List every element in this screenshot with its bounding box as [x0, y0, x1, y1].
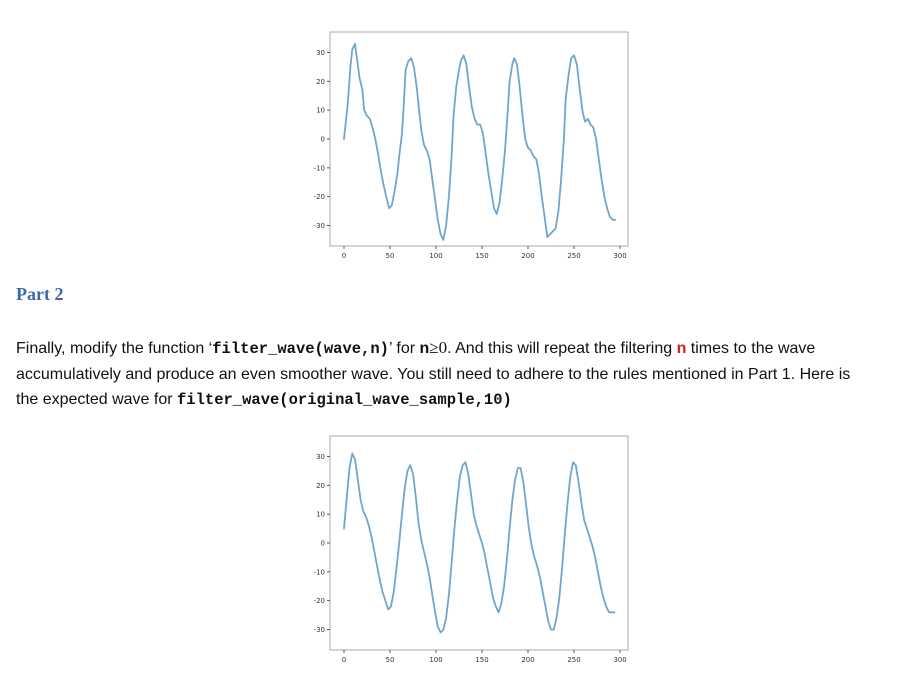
text-segment: Finally, modify the function ‘ [16, 340, 213, 357]
part-2-paragraph: Finally, modify the function ‘filter_wav… [16, 335, 916, 413]
x-tick-label: 300 [613, 656, 626, 664]
wave-series-line [343, 42, 617, 241]
y-tick-label: 10 [316, 511, 325, 519]
code-filter-wave: filter_wave(wave,n) [212, 340, 389, 358]
y-tick-label: 30 [316, 453, 325, 461]
math-ge: ≥ [429, 338, 439, 357]
x-tick-label: 100 [429, 252, 442, 260]
x-tick-label: 100 [429, 656, 442, 664]
section-heading-part-2: Part 2 [16, 284, 64, 304]
y-tick-label: -30 [314, 222, 325, 230]
y-tick-label: 20 [316, 78, 325, 86]
math-zero: 0 [438, 338, 448, 357]
plot-frame [329, 435, 629, 651]
y-tick-label: -20 [314, 597, 325, 605]
y-tick-label: -30 [314, 626, 325, 634]
text-line-2: accumulatively and produce an even smoot… [16, 366, 851, 383]
x-tick-label: 200 [521, 252, 534, 260]
x-tick-label: 150 [475, 656, 488, 664]
variable-n: n [419, 340, 430, 357]
y-tick-label: 20 [316, 482, 325, 490]
text-segment: times to the wave [686, 340, 816, 357]
text-segment: ’ for [388, 340, 420, 357]
x-tick-label: 50 [386, 656, 395, 664]
y-tick-label: 10 [316, 107, 325, 115]
x-tick-label: 200 [521, 656, 534, 664]
wave-series-line [343, 452, 616, 634]
x-tick-label: 50 [386, 252, 395, 260]
y-tick-label: 0 [321, 136, 325, 144]
code-filter-wave-call: filter_wave(original_wave_sample,10) [176, 391, 512, 409]
x-tick-label: 0 [342, 656, 346, 664]
variable-n-highlight: n [676, 340, 687, 357]
x-tick-label: 150 [475, 252, 488, 260]
text-segment: the expected wave for [16, 391, 177, 408]
x-tick-label: 0 [342, 252, 346, 260]
x-tick-label: 250 [567, 656, 580, 664]
y-tick-label: -20 [314, 193, 325, 201]
x-tick-label: 250 [567, 252, 580, 260]
y-tick-label: 30 [316, 49, 325, 57]
x-tick-label: 300 [613, 252, 626, 260]
y-tick-label: -10 [314, 164, 325, 172]
y-tick-label: -10 [314, 568, 325, 576]
y-tick-label: 0 [321, 540, 325, 548]
text-segment: . And this will repeat the filtering [447, 340, 677, 357]
